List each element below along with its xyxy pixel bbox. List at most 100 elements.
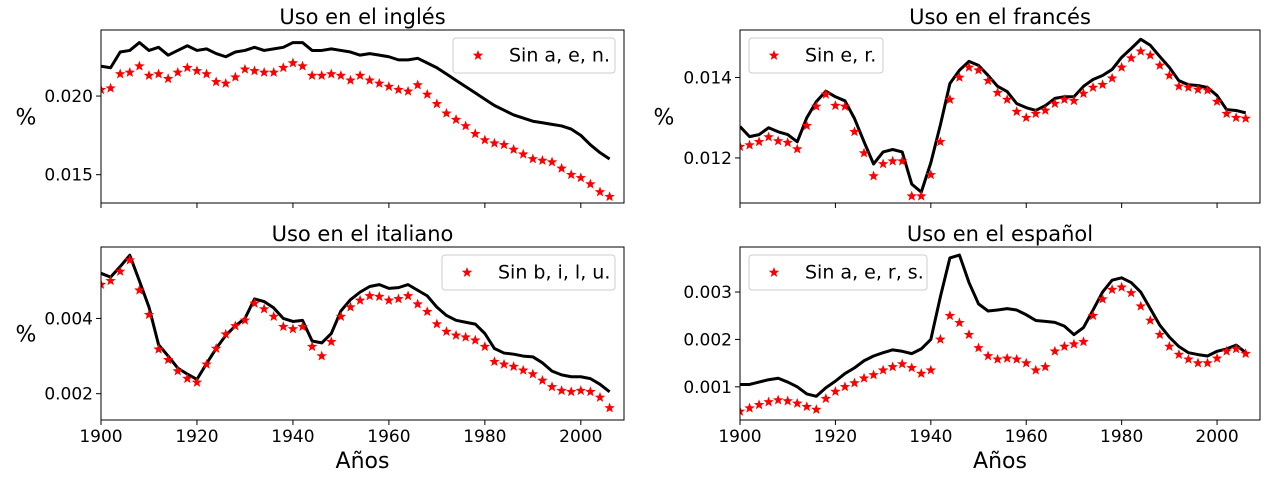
series-point — [916, 368, 927, 378]
series-point — [101, 279, 107, 290]
x-tick-label: 1980 — [1100, 427, 1143, 447]
legend-star-icon — [768, 267, 780, 277]
legend: Sin e, r. — [748, 37, 884, 74]
x-tick-label: 1940 — [909, 427, 952, 447]
series-point — [1087, 310, 1099, 321]
y-axis-label: % — [16, 106, 37, 131]
series-point — [143, 70, 155, 81]
chart-panel-1: Uso en el inglés% 0.015 0.020 Sin a, e, n. — [16, 5, 625, 208]
series-point — [1240, 113, 1251, 123]
series-point — [364, 290, 375, 301]
series-point — [230, 71, 241, 82]
series-point — [182, 373, 193, 384]
series-point — [1183, 82, 1194, 92]
series-point — [537, 375, 548, 385]
series-point — [402, 85, 414, 96]
legend-label: Sin b, i, l, u. — [498, 262, 610, 284]
series-point — [239, 314, 251, 325]
legend-box — [452, 37, 616, 74]
series-point — [1240, 348, 1251, 359]
legend: Sin a, e, n. — [452, 37, 616, 74]
series-point — [1059, 94, 1070, 105]
axes-frame — [100, 246, 625, 421]
series-point — [114, 265, 126, 276]
series-point — [744, 139, 755, 150]
series-point — [383, 294, 395, 305]
series-point — [182, 62, 193, 73]
series-point — [393, 293, 404, 304]
series-point — [306, 70, 318, 81]
legend-box — [441, 254, 616, 291]
series-point — [498, 358, 510, 369]
series-point — [1106, 284, 1118, 295]
series-point — [877, 364, 889, 375]
x-tick-label: 1920 — [814, 427, 857, 447]
axes-frame — [739, 29, 1261, 204]
series-point — [556, 385, 567, 396]
series-point — [354, 70, 366, 81]
series-point — [498, 139, 510, 150]
y-tick-label: 0.020 — [44, 87, 93, 107]
series-point — [973, 342, 984, 353]
series-point — [249, 65, 260, 76]
plot-area — [740, 253, 1251, 416]
series-point — [220, 328, 231, 339]
series-point — [1125, 52, 1137, 63]
x-axis-label: Años — [336, 449, 390, 474]
series-point — [849, 126, 860, 137]
series-point — [858, 372, 870, 383]
series-point — [782, 395, 793, 406]
legend-box — [748, 37, 884, 74]
series-point — [887, 361, 898, 372]
series-point — [868, 170, 879, 181]
series-point — [1087, 82, 1099, 92]
series-point — [772, 394, 784, 405]
series-point — [868, 369, 879, 380]
series-point — [575, 385, 587, 396]
plot-area — [740, 37, 1251, 201]
series-point — [585, 178, 596, 189]
series-point — [594, 391, 606, 402]
series-point — [740, 141, 746, 152]
series-point — [441, 326, 452, 337]
series-point — [364, 74, 375, 85]
series-point — [105, 275, 116, 286]
series-point — [906, 190, 917, 201]
series-point — [782, 137, 793, 148]
series-point — [162, 354, 174, 365]
series-point — [744, 402, 755, 413]
series-point — [1030, 108, 1042, 119]
series-point — [460, 120, 471, 131]
series-point — [973, 64, 984, 75]
series-point — [239, 63, 251, 74]
series-point — [1154, 59, 1166, 70]
series-point — [944, 310, 956, 321]
series-point — [479, 341, 491, 352]
series-point — [1001, 94, 1013, 105]
series-point — [546, 381, 558, 392]
legend-label: Sin e, r. — [805, 45, 876, 67]
y-tick-label: 0.004 — [44, 309, 93, 329]
series-point — [811, 100, 822, 111]
series-point — [105, 82, 116, 93]
series-point — [326, 68, 337, 79]
series-point — [906, 362, 917, 373]
series-point — [1164, 341, 1175, 351]
series-point — [820, 393, 832, 404]
y-axis-label: % — [16, 323, 37, 348]
series-point — [1068, 338, 1080, 349]
series-point — [763, 396, 774, 407]
series-point — [220, 77, 231, 88]
series-point — [1154, 329, 1166, 340]
series-point — [460, 331, 471, 342]
chart-title: Uso en el español — [907, 222, 1093, 246]
series-point — [1021, 112, 1032, 123]
axes-frame — [739, 246, 1261, 421]
series-point — [172, 365, 183, 376]
series-point — [1145, 314, 1156, 325]
series-point — [1001, 352, 1013, 363]
x-tick-label: 1900 — [718, 427, 761, 447]
plot-area — [101, 41, 615, 202]
series-point — [1011, 106, 1022, 117]
